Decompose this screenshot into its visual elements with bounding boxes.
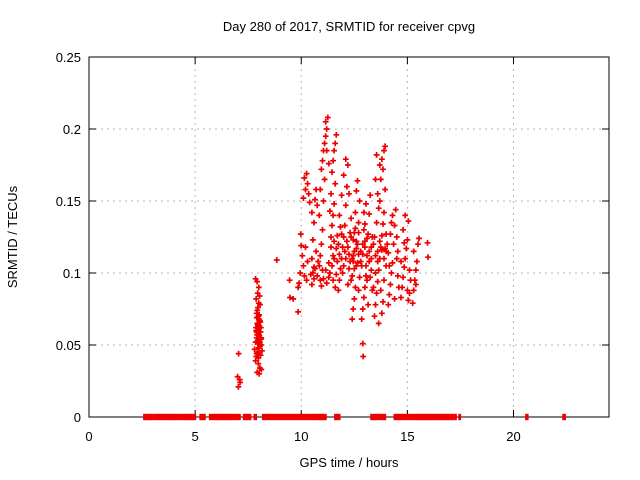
y-tick-label: 0.15 xyxy=(56,194,81,209)
baseline-point-run xyxy=(454,413,457,421)
y-tick-label: 0.05 xyxy=(56,338,81,353)
baseline-point-run xyxy=(441,413,445,421)
y-axis-label: SRMTID / TECUs xyxy=(5,185,20,288)
baseline-point-run xyxy=(450,413,454,421)
baseline-point-run xyxy=(199,413,204,421)
baseline-point-run xyxy=(147,413,151,421)
baseline-point-run xyxy=(319,413,327,421)
baseline-point-run xyxy=(221,413,231,421)
y-tick-label: 0.2 xyxy=(63,122,81,137)
baseline-point-run xyxy=(334,413,341,421)
baseline-point-run xyxy=(393,413,420,421)
baseline-point-run xyxy=(202,413,206,421)
baseline-point-run xyxy=(417,413,424,421)
baseline-point-run xyxy=(150,413,154,421)
tick-labels-layer: 0 5 10 15 20 0 0.05 0.1 0.15 0.2 0.25 xyxy=(56,50,521,444)
baseline-point-run xyxy=(261,413,321,421)
baseline-point-run xyxy=(189,413,197,421)
scatter-points-layer xyxy=(234,114,431,390)
y-tick-label: 0.25 xyxy=(56,50,81,65)
baseline-point-run xyxy=(377,413,387,421)
baseline-point-run xyxy=(525,413,529,421)
x-tick-label: 5 xyxy=(192,429,199,444)
baseline-point-run xyxy=(562,413,566,421)
scatter-plus-markers xyxy=(234,114,431,390)
baseline-point-run xyxy=(153,413,166,421)
baseline-point-run xyxy=(422,413,428,421)
baseline-point-run xyxy=(145,413,149,421)
baseline-point-run xyxy=(169,413,191,421)
plot-border-layer xyxy=(88,56,610,418)
baseline-point-run xyxy=(429,413,435,421)
baseline-point-run xyxy=(458,413,462,421)
baseline-point-run xyxy=(229,413,241,421)
baseline-point-run xyxy=(426,413,431,421)
baseline-point-run xyxy=(444,413,449,421)
baseline-point-run xyxy=(208,413,223,421)
plot-border xyxy=(88,56,610,418)
baseline-point-run xyxy=(242,413,252,421)
x-tick-label: 20 xyxy=(506,429,520,444)
baseline-point-run xyxy=(164,413,171,421)
y-tick-label: 0 xyxy=(74,410,81,425)
baseline-point-run xyxy=(447,413,451,421)
baseline-points-layer xyxy=(143,413,566,421)
baseline-point-run xyxy=(253,413,258,421)
x-tick-label: 10 xyxy=(294,429,308,444)
y-tick-label: 0.1 xyxy=(63,266,81,281)
grid-layer xyxy=(89,56,609,417)
x-tick-label: 0 xyxy=(85,429,92,444)
baseline-point-run xyxy=(433,413,439,421)
baseline-point-run xyxy=(438,413,443,421)
chart-title: Day 280 of 2017, SRMTID for receiver cpv… xyxy=(223,19,475,34)
x-tick-label: 15 xyxy=(400,429,414,444)
x-axis-label: GPS time / hours xyxy=(300,455,399,470)
baseline-point-run xyxy=(370,413,378,421)
tick-marks-layer xyxy=(88,56,609,418)
baseline-point-run xyxy=(143,413,147,421)
